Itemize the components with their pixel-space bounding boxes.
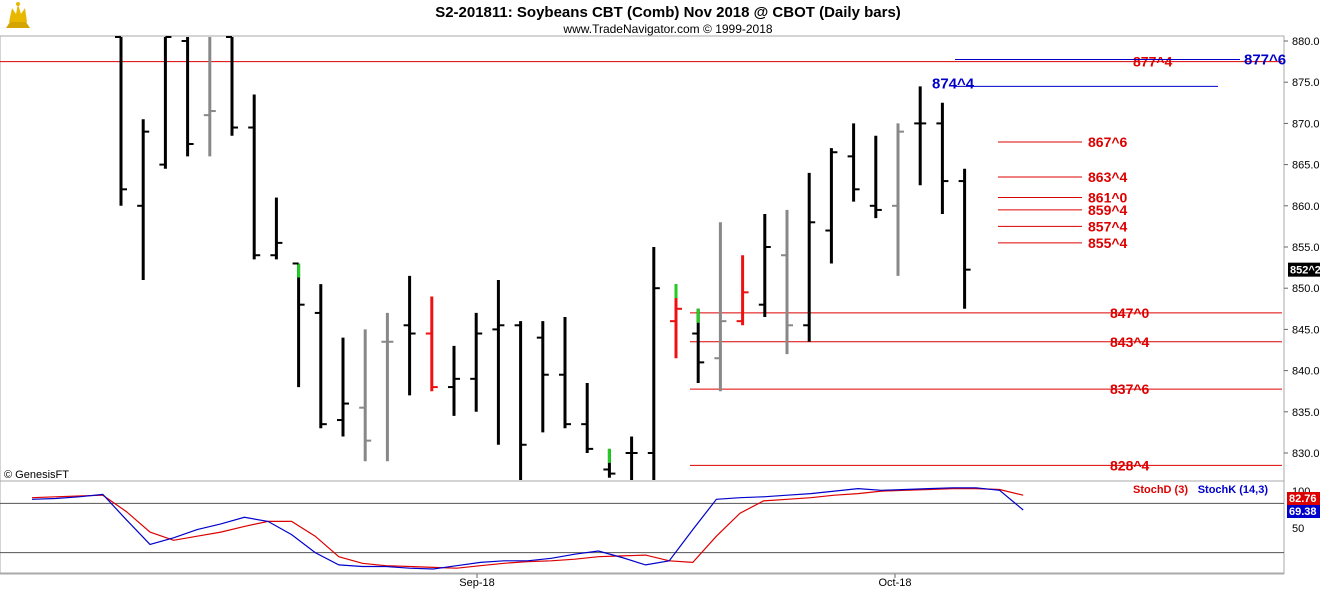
level-label: 867^6 (1088, 134, 1128, 150)
stochastic-lines (0, 487, 1284, 570)
price-tick-label: 860.0 (1292, 201, 1320, 213)
price-panel (0, 35, 1285, 482)
stochk-value-label: 69.38 (1289, 506, 1317, 518)
price-tick-label: 830.0 (1292, 448, 1320, 460)
level-label: 855^4 (1088, 235, 1128, 251)
watermark: © GenesisFT (4, 469, 69, 481)
level-label: 859^4 (1088, 202, 1128, 218)
price-tick-label: 875.0 (1292, 77, 1320, 89)
price-tick-label: 845.0 (1292, 324, 1320, 336)
legend-stochd: StochD (3) (1133, 484, 1188, 496)
last-price-tag (1288, 262, 1320, 277)
price-tick-label: 840.0 (1292, 366, 1320, 378)
date-tick-label: Sep-18 (459, 577, 494, 589)
price-bars (115, 36, 971, 480)
price-tick-label: 870.0 (1292, 118, 1320, 130)
date-axis: Sep-18 Oct-18 (459, 574, 912, 589)
level-label: 847^0 (1110, 305, 1150, 321)
price-tick-label: 855.0 (1292, 242, 1320, 254)
last-price-label: 852^2 (1290, 265, 1321, 277)
date-tick-label: Oct-18 (878, 577, 911, 589)
price-tick-label: 880.0 (1292, 36, 1320, 48)
legend-stochk: StochK (14,3) (1198, 484, 1269, 496)
chart-title: S2-201811: Soybeans CBT (Comb) Nov 2018 … (435, 4, 901, 21)
level-label: 843^4 (1110, 334, 1150, 350)
stochd-value-label: 82.76 (1289, 493, 1317, 505)
level-label: 874^4 (932, 75, 975, 92)
stoch-series-line (31, 487, 1024, 570)
price-tick-label: 865.0 (1292, 160, 1320, 172)
level-label: 877^6 (1244, 52, 1286, 69)
level-label: 877^4 (1133, 54, 1173, 70)
stochk-value-tag (1287, 505, 1320, 518)
price-tick-label: 835.0 (1292, 407, 1320, 419)
level-lines: 877^4 877^6 874^4 867^6 863^4 861^0859^4857^4… (0, 52, 1286, 473)
chart-subtitle: www.TradeNavigator.com © 1999-2018 (562, 22, 772, 36)
level-label: 837^6 (1110, 381, 1150, 397)
level-label: 863^4 (1088, 169, 1128, 185)
level-label: 861^0 (1088, 190, 1128, 206)
bull-bear-logo-icon (6, 2, 30, 28)
level-label: 828^4 (1110, 457, 1150, 473)
stoch-series-line (31, 488, 1024, 569)
price-axis: 830.0 835.0 840.0 845.0 850.0 855.0 860.0 865.0… (1284, 36, 1321, 460)
price-tick-label: 850.0 (1292, 283, 1320, 295)
stochd-value-tag (1287, 492, 1320, 505)
stoch-tick-label: 50 (1292, 523, 1304, 535)
level-label: 857^4 (1088, 218, 1128, 234)
stochastic-panel (0, 480, 1285, 574)
